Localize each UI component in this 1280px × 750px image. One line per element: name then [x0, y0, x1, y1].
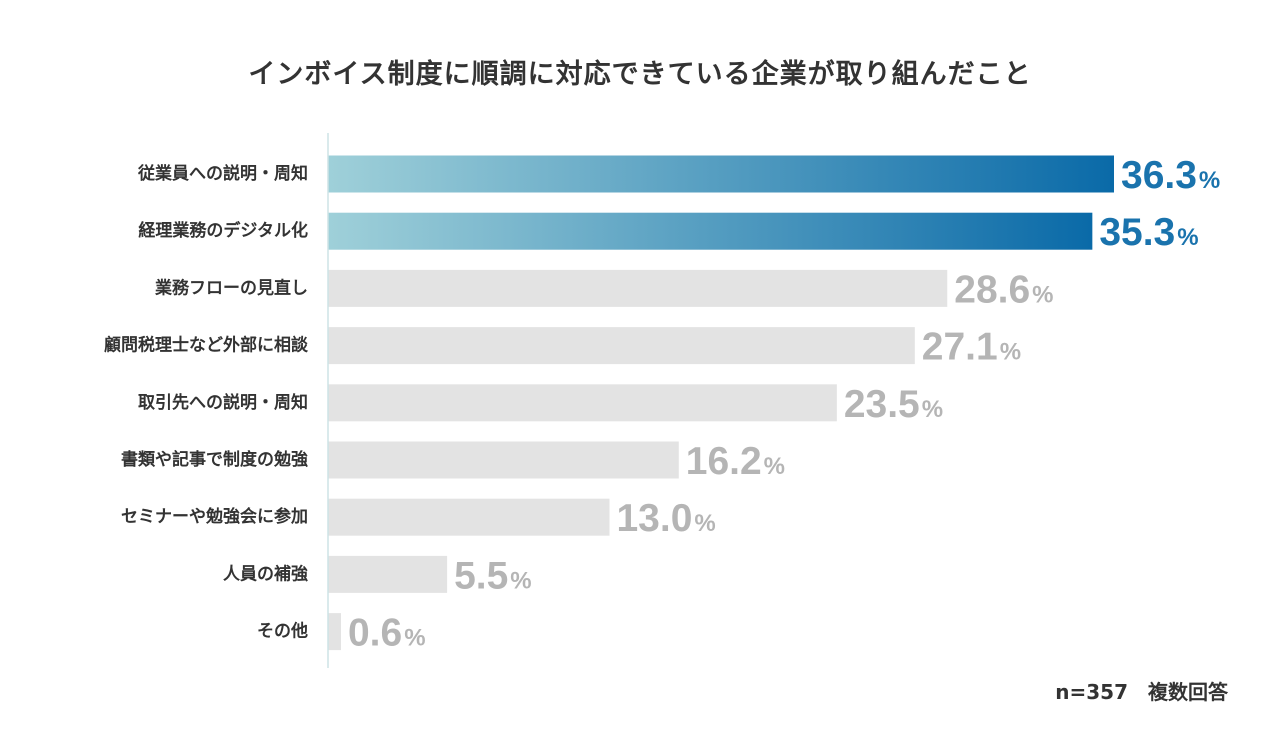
value-label: 0.6%: [348, 612, 426, 655]
value-number: 36.3: [1121, 154, 1197, 197]
bars-layer: 従業員への説明・周知 36.3% 経理業務のデジタル化 35.3% 業務フローの見直し 2…: [104, 154, 1220, 655]
value-label: 16.2%: [686, 440, 785, 483]
category-label: 経理業務のデジタル化: [138, 220, 308, 241]
category-label: 従業員への説明・周知: [137, 163, 308, 184]
value-number: 27.1: [922, 326, 998, 369]
value-label: 28.6%: [954, 268, 1053, 311]
value-percent-sign: %: [922, 396, 943, 423]
category-label: セミナーや勉強会に参加: [121, 506, 308, 527]
value-number: 16.2: [686, 440, 762, 483]
bar: [328, 212, 1093, 250]
value-label: 13.0%: [616, 497, 715, 540]
category-label: 業務フローの見直し: [155, 277, 308, 298]
value-number: 13.0: [616, 497, 692, 540]
value-percent-sign: %: [1177, 224, 1198, 251]
value-number: 28.6: [954, 268, 1030, 311]
category-label: 顧問税理士など外部に相談: [104, 335, 309, 356]
value-number: 5.5: [454, 554, 508, 597]
value-percent-sign: %: [404, 625, 425, 652]
value-number: 0.6: [348, 612, 402, 655]
value-percent-sign: %: [764, 453, 785, 480]
bar: [328, 269, 948, 307]
value-percent-sign: %: [510, 567, 531, 594]
value-label: 36.3%: [1121, 154, 1220, 197]
value-label: 23.5%: [844, 383, 943, 426]
chart-title: インボイス制度に順調に対応できている企業が取り組んだこと: [248, 59, 1032, 90]
category-label: 取引先への説明・周知: [138, 392, 308, 413]
value-number: 23.5: [844, 383, 920, 426]
value-label: 27.1%: [922, 326, 1021, 369]
bar: [328, 613, 341, 651]
category-label: 書類や記事で制度の勉強: [121, 449, 308, 470]
value-percent-sign: %: [1032, 281, 1053, 308]
sample-note: n=357 複数回答: [1055, 680, 1228, 704]
value-percent-sign: %: [694, 510, 715, 537]
bar: [328, 327, 915, 365]
value-label: 5.5%: [454, 554, 532, 597]
value-percent-sign: %: [1000, 339, 1021, 366]
bar: [328, 555, 448, 593]
category-label: その他: [257, 621, 308, 642]
value-percent-sign: %: [1199, 167, 1220, 194]
value-number: 35.3: [1099, 211, 1175, 254]
category-label: 人員の補強: [223, 563, 308, 584]
bar: [328, 384, 837, 422]
value-label: 35.3%: [1099, 211, 1198, 254]
bar: [328, 498, 610, 536]
bar: [328, 155, 1114, 193]
bar: [328, 441, 679, 479]
